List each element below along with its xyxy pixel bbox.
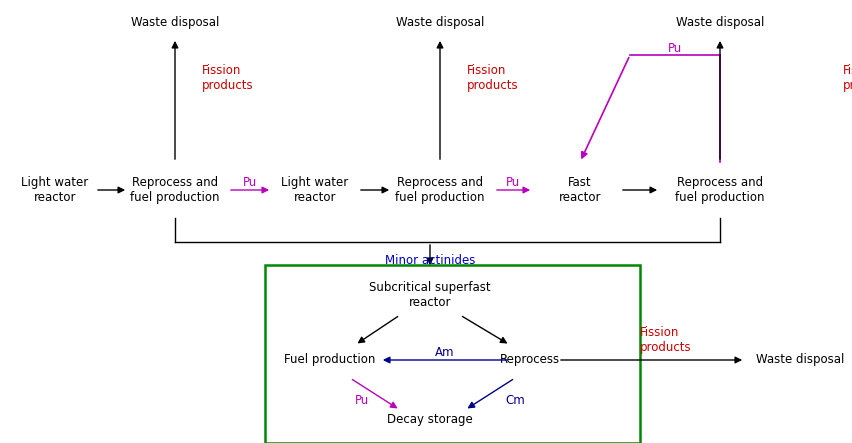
Text: Cm: Cm	[504, 393, 524, 407]
Text: Reprocess: Reprocess	[499, 354, 560, 366]
Text: Reprocess and
fuel production: Reprocess and fuel production	[394, 176, 484, 204]
Text: Waste disposal: Waste disposal	[395, 16, 484, 28]
Text: Fission
products: Fission products	[202, 64, 253, 92]
Text: Pu: Pu	[354, 393, 369, 407]
Text: Waste disposal: Waste disposal	[675, 16, 763, 28]
Text: Decay storage: Decay storage	[387, 413, 472, 427]
Text: Fission
products: Fission products	[842, 64, 852, 92]
Text: Minor actinides: Minor actinides	[384, 253, 475, 267]
Text: Pu: Pu	[243, 175, 256, 189]
Text: Fast
reactor: Fast reactor	[558, 176, 601, 204]
Text: Light water
reactor: Light water reactor	[281, 176, 348, 204]
Text: Fission
products: Fission products	[639, 326, 691, 354]
Text: Pu: Pu	[505, 175, 520, 189]
Text: Pu: Pu	[667, 42, 682, 54]
Text: Reprocess and
fuel production: Reprocess and fuel production	[130, 176, 220, 204]
Text: Fuel production: Fuel production	[284, 354, 375, 366]
Bar	[265, 265, 639, 443]
Text: Am: Am	[435, 346, 454, 358]
Text: Waste disposal: Waste disposal	[755, 354, 843, 366]
Text: Waste disposal: Waste disposal	[130, 16, 219, 28]
Text: Reprocess and
fuel production: Reprocess and fuel production	[675, 176, 764, 204]
Text: Fission
products: Fission products	[466, 64, 518, 92]
Text: Light water
reactor: Light water reactor	[21, 176, 89, 204]
Text: Subcritical superfast
reactor: Subcritical superfast reactor	[369, 281, 490, 309]
